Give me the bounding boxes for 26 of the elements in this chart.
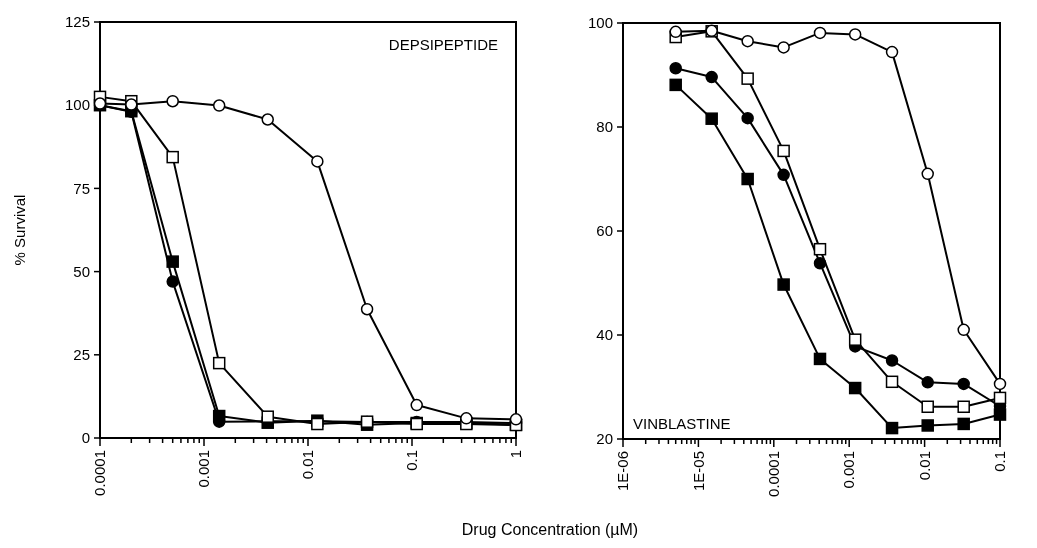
x-tick-label: 0.001 (195, 450, 213, 488)
y-tick-label: 20 (596, 430, 613, 448)
x-tick-label: 1 (507, 450, 525, 459)
x-tick-label: 1E-06 (614, 451, 632, 492)
x-axis-title: Drug Concentration (µM) (461, 521, 639, 538)
annotation: VINBLASTINE (633, 415, 731, 432)
y-tick-label: 60 (596, 222, 613, 240)
x-tick-label: 0.001 (840, 451, 858, 489)
x-tick-label: 0.1 (403, 450, 421, 471)
y-tick-label: 0 (81, 429, 90, 447)
y-tick-label: 25 (73, 346, 90, 364)
y-tick-label: 75 (73, 179, 90, 197)
x-tick-label: 1E-05 (689, 451, 707, 492)
y-tick-label: 100 (587, 14, 613, 32)
y-tick-label: 125 (64, 13, 90, 31)
x-tick-label: 0.1 (991, 451, 1009, 472)
y-tick-label: 80 (596, 118, 613, 136)
y-tick-label: 40 (596, 326, 613, 344)
x-tick-label: 0.0001 (91, 450, 109, 496)
x-tick-label: 0.0001 (765, 451, 783, 497)
annotation: DEPSIPEPTIDE (388, 36, 498, 53)
x-tick-label: 0.01 (915, 451, 933, 481)
y-axis-title: % Survival (11, 194, 28, 266)
y-tick-label: 50 (73, 262, 90, 280)
y-tick-label: 100 (64, 96, 90, 114)
x-tick-label: 0.01 (299, 450, 317, 480)
